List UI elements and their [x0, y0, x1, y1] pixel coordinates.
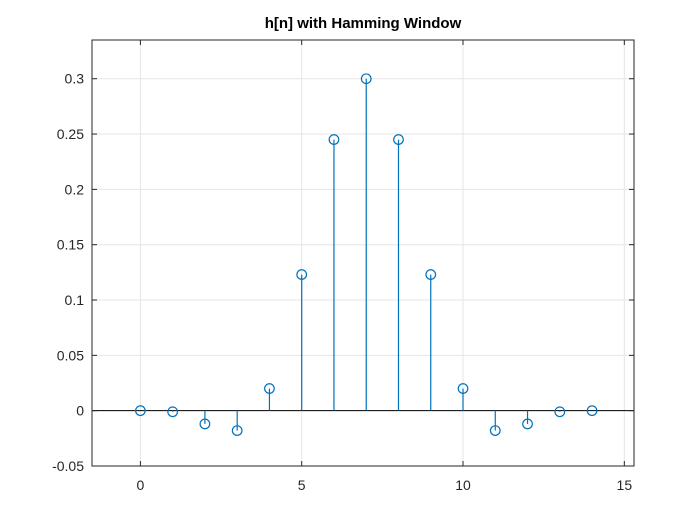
- y-tick-label: 0.1: [65, 292, 85, 308]
- y-tick-label: 0.3: [65, 71, 85, 87]
- axes-frame: [91, 39, 635, 467]
- stem-marker: [425, 269, 437, 280]
- y-tick-label: 0.15: [57, 237, 84, 253]
- y-tick-label: 0.05: [57, 347, 84, 363]
- y-tick-label: 0.25: [57, 126, 84, 142]
- stem-marker: [586, 405, 598, 417]
- stem-marker: [489, 425, 501, 436]
- x-tick-label: 15: [617, 477, 633, 493]
- x-tick-label: 0: [136, 477, 144, 493]
- grid: [92, 40, 634, 467]
- stem-marker: [231, 425, 243, 436]
- x-tick-label: 5: [298, 477, 306, 493]
- x-tick-label: 10: [455, 477, 471, 493]
- y-tick-label: 0.2: [65, 181, 85, 197]
- x-tick-labels: 0 5 10 15: [136, 477, 632, 493]
- stem-marker: [134, 405, 146, 417]
- stem-series: [134, 73, 598, 436]
- stem-marker: [328, 134, 340, 145]
- stem-marker: [393, 134, 404, 145]
- stem-marker: [199, 418, 211, 430]
- stem-marker: [167, 406, 179, 418]
- stem-marker: [360, 73, 372, 85]
- stem-marker: [522, 418, 533, 430]
- tick-marks: [92, 40, 634, 467]
- y-tick-label: 0: [76, 403, 84, 419]
- stem-marker: [554, 406, 566, 418]
- stem-marker: [264, 383, 275, 394]
- stem-marker: [296, 269, 308, 280]
- stem-marker: [457, 383, 469, 394]
- chart-title: h[n] with Hamming Window: [265, 15, 462, 32]
- y-tick-label: -0.05: [52, 458, 84, 474]
- y-tick-labels: -0.05 0 0.05 0.1 0.15 0.2 0.25 0.3: [52, 71, 84, 474]
